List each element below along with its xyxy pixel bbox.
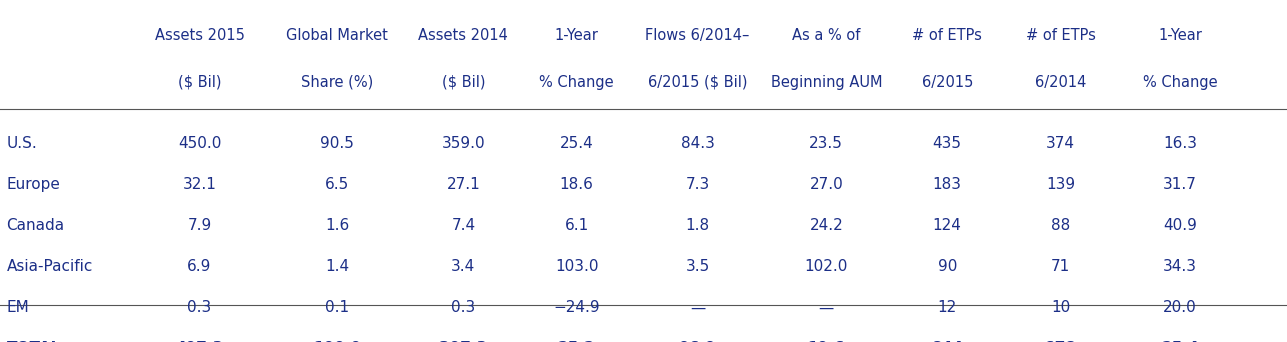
Text: 96.9: 96.9 (678, 341, 717, 342)
Text: 25.2: 25.2 (557, 341, 596, 342)
Text: ($ Bil): ($ Bil) (441, 75, 485, 90)
Text: 6.5: 6.5 (326, 177, 349, 192)
Text: 16.3: 16.3 (1163, 136, 1197, 151)
Text: Assets 2015: Assets 2015 (154, 28, 245, 43)
Text: Europe: Europe (6, 177, 60, 192)
Text: 25.4: 25.4 (560, 136, 593, 151)
Text: % Change: % Change (1143, 75, 1218, 90)
Text: Global Market: Global Market (286, 28, 389, 43)
Text: —: — (819, 300, 834, 315)
Text: 6.1: 6.1 (565, 218, 588, 233)
Text: 450.0: 450.0 (178, 136, 221, 151)
Text: % Change: % Change (539, 75, 614, 90)
Text: −24.9: −24.9 (553, 300, 600, 315)
Text: ($ Bil): ($ Bil) (178, 75, 221, 90)
Text: 27.1: 27.1 (447, 177, 480, 192)
Text: 6/2015: 6/2015 (921, 75, 973, 90)
Text: 678: 678 (1045, 341, 1076, 342)
Text: 1.8: 1.8 (686, 218, 709, 233)
Text: Beginning AUM: Beginning AUM (771, 75, 882, 90)
Text: 397.3: 397.3 (439, 341, 488, 342)
Text: 3.5: 3.5 (686, 259, 709, 274)
Text: 6/2015 ($ Bil): 6/2015 ($ Bil) (647, 75, 748, 90)
Text: 24.2: 24.2 (810, 218, 843, 233)
Text: Assets 2014: Assets 2014 (418, 28, 508, 43)
Text: 71: 71 (1051, 259, 1069, 274)
Text: 844: 844 (932, 341, 963, 342)
Text: # of ETPs: # of ETPs (1026, 28, 1095, 43)
Text: As a % of: As a % of (792, 28, 861, 43)
Text: Asia-Pacific: Asia-Pacific (6, 259, 93, 274)
Text: 0.1: 0.1 (326, 300, 349, 315)
Text: EM: EM (6, 300, 30, 315)
Text: 7.4: 7.4 (452, 218, 475, 233)
Text: 12: 12 (938, 300, 956, 315)
Text: 6/2014: 6/2014 (1035, 75, 1086, 90)
Text: 27.0: 27.0 (810, 177, 843, 192)
Text: 497.3: 497.3 (175, 341, 224, 342)
Text: 84.3: 84.3 (681, 136, 714, 151)
Text: 90.5: 90.5 (320, 136, 354, 151)
Text: 1-Year: 1-Year (1158, 28, 1202, 43)
Text: 0.3: 0.3 (188, 300, 211, 315)
Text: 1.4: 1.4 (326, 259, 349, 274)
Text: Canada: Canada (6, 218, 64, 233)
Text: 0.3: 0.3 (452, 300, 475, 315)
Text: 374: 374 (1046, 136, 1075, 151)
Text: 31.7: 31.7 (1163, 177, 1197, 192)
Text: 103.0: 103.0 (555, 259, 598, 274)
Text: 32.1: 32.1 (183, 177, 216, 192)
Text: TOTAL: TOTAL (6, 341, 60, 342)
Text: 1-Year: 1-Year (555, 28, 598, 43)
Text: 34.3: 34.3 (1163, 259, 1197, 274)
Text: 435: 435 (933, 136, 961, 151)
Text: 139: 139 (1046, 177, 1075, 192)
Text: 23.5: 23.5 (810, 136, 843, 151)
Text: 25.4: 25.4 (1161, 341, 1199, 342)
Text: 3.4: 3.4 (452, 259, 475, 274)
Text: 1.6: 1.6 (326, 218, 349, 233)
Text: 6.9: 6.9 (188, 259, 211, 274)
Text: 359.0: 359.0 (441, 136, 485, 151)
Text: 100.0: 100.0 (313, 341, 362, 342)
Text: 7.9: 7.9 (188, 218, 211, 233)
Text: 90: 90 (937, 259, 958, 274)
Text: —: — (690, 300, 705, 315)
Text: 183: 183 (933, 177, 961, 192)
Text: 40.9: 40.9 (1163, 218, 1197, 233)
Text: 88: 88 (1051, 218, 1069, 233)
Text: 18.6: 18.6 (560, 177, 593, 192)
Text: # of ETPs: # of ETPs (912, 28, 982, 43)
Text: 7.3: 7.3 (686, 177, 709, 192)
Text: 20.0: 20.0 (1163, 300, 1197, 315)
Text: 19.6: 19.6 (807, 341, 846, 342)
Text: U.S.: U.S. (6, 136, 37, 151)
Text: 124: 124 (933, 218, 961, 233)
Text: 10: 10 (1051, 300, 1069, 315)
Text: Flows 6/2014–: Flows 6/2014– (645, 28, 750, 43)
Text: 102.0: 102.0 (804, 259, 848, 274)
Text: Share (%): Share (%) (301, 75, 373, 90)
